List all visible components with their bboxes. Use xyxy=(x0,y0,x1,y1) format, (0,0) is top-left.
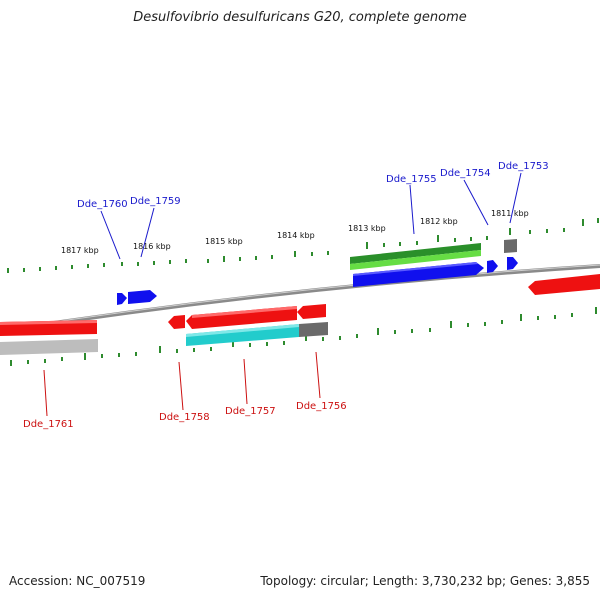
feature-dde-1760[interactable] xyxy=(117,293,127,305)
scale-label-1813: 1813 kbp xyxy=(348,224,386,233)
scale-label-1816: 1816 kbp xyxy=(133,242,171,251)
feature-dde-1753-grey[interactable] xyxy=(504,239,517,253)
scale-labels: 1817 kbp 1816 kbp 1815 kbp 1814 kbp 1813… xyxy=(61,209,529,255)
gene-label-dde-1759: Dde_1759 xyxy=(130,196,181,207)
feature-dde-1755[interactable] xyxy=(353,262,484,287)
genome-summary-text: Topology: circular; Length: 3,730,232 bp… xyxy=(260,574,590,588)
feature-dde-1759[interactable] xyxy=(128,290,157,304)
feature-green-light[interactable] xyxy=(350,250,481,270)
reverse-strand-features xyxy=(0,274,600,355)
feature-cyan-band-sheen xyxy=(186,324,299,337)
lower-tick-track xyxy=(10,307,597,366)
gene-label-dde-1756: Dde_1756 xyxy=(296,401,347,412)
scale-label-1811: 1811 kbp xyxy=(491,209,529,218)
feature-dde-1756[interactable] xyxy=(297,304,326,319)
feature-dde-1757[interactable] xyxy=(186,306,297,329)
accession-text: Accession: NC_007519 xyxy=(9,574,146,588)
feature-grey-band[interactable] xyxy=(299,322,328,337)
gene-label-dde-1760: Dde_1760 xyxy=(77,199,128,210)
scale-label-1814: 1814 kbp xyxy=(277,231,315,240)
gene-label-dde-1757: Dde_1757 xyxy=(225,406,276,417)
forward-strand-features xyxy=(117,239,518,305)
chromosome-backbone-highlight xyxy=(0,264,600,331)
feature-red-right[interactable] xyxy=(528,274,600,295)
upper-tick-track xyxy=(7,218,599,273)
feature-dde-1754[interactable] xyxy=(487,260,498,273)
scale-label-1812: 1812 kbp xyxy=(420,217,458,226)
gene-labels-bottom: Dde_1761 Dde_1758 Dde_1757 Dde_1756 xyxy=(23,401,347,430)
genome-title: Desulfovibrio desulfuricans G20, complet… xyxy=(133,10,467,25)
gene-label-dde-1755: Dde_1755 xyxy=(386,174,437,185)
feature-dde-1755-sheen xyxy=(353,262,478,276)
feature-dde-1761-grey[interactable] xyxy=(0,339,98,355)
feature-dde-1761-sheen xyxy=(0,320,97,325)
scale-label-1817: 1817 kbp xyxy=(61,246,99,255)
feature-green-dark[interactable] xyxy=(350,243,481,264)
gene-labels-top: Dde_1760 Dde_1759 Dde_1755 Dde_1754 Dde_… xyxy=(77,161,549,210)
gene-label-dde-1758: Dde_1758 xyxy=(159,412,210,423)
chromosome-backbone xyxy=(0,264,600,333)
gene-label-dde-1761: Dde_1761 xyxy=(23,419,74,430)
leader-lines-bottom xyxy=(43,351,321,417)
leader-lines-top xyxy=(100,172,522,260)
gene-label-dde-1754: Dde_1754 xyxy=(440,168,491,179)
feature-dde-1753[interactable] xyxy=(507,257,518,270)
gene-label-dde-1753: Dde_1753 xyxy=(498,161,549,172)
scale-label-1815: 1815 kbp xyxy=(205,237,243,246)
feature-dde-1757-sheen xyxy=(192,306,297,318)
feature-dde-1758[interactable] xyxy=(168,315,185,329)
